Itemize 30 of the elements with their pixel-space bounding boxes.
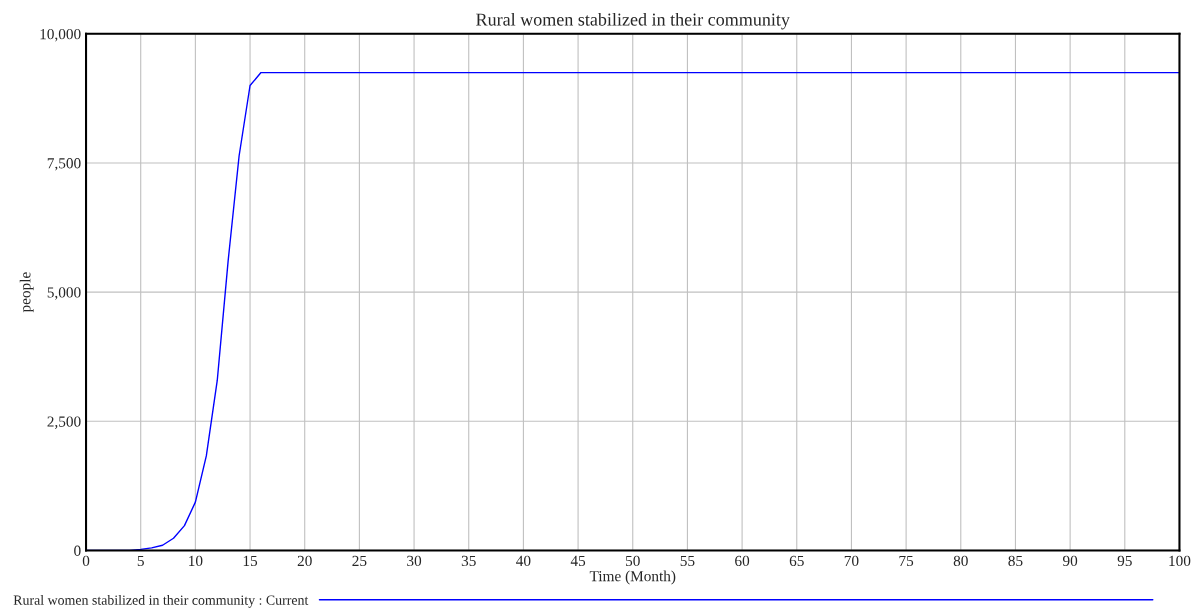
x-tick-label: 20 <box>297 555 312 567</box>
text: Rural women stabilized in their community : Current <box>13 595 309 608</box>
x-tick-label: 5 <box>137 555 144 567</box>
x-tick-label: 35 <box>461 555 476 567</box>
y-tick-label: 5,000 <box>47 287 81 300</box>
x-tick-label: 30 <box>407 555 422 567</box>
x-tick-label: 40 <box>516 555 531 567</box>
x-tick-label: 90 <box>1062 555 1078 567</box>
x-tick-label: 10 <box>189 555 203 567</box>
x-tick-label: 15 <box>243 555 258 567</box>
y-tick-label: 10,000 <box>40 28 81 42</box>
x-tick-label: 45 <box>570 555 586 567</box>
x-tick-label: 55 <box>680 555 695 567</box>
x-tick-label: 50 <box>626 555 640 567</box>
y-axis-title: people <box>19 272 34 313</box>
x-tick-label: 25 <box>352 555 367 567</box>
x-tick-label: 0 <box>82 555 90 567</box>
x-tick-label: 95 <box>1117 555 1132 567</box>
x-tick-label: 70 <box>844 555 859 567</box>
chart-title: Rural women stabilized in their community <box>476 12 790 30</box>
y-tick-label: 0 <box>74 545 81 556</box>
x-axis-title: Time (Month) <box>589 570 676 585</box>
y-tick-label: 7,500 <box>47 158 81 171</box>
x-tick-label: 65 <box>789 555 804 567</box>
x-tick-label: 85 <box>1008 555 1023 567</box>
x-tick-label: 100 <box>1169 555 1191 567</box>
y-tick-label: 2,500 <box>47 416 81 429</box>
x-tick-label: 60 <box>735 555 750 567</box>
x-tick-label: 75 <box>899 555 914 567</box>
x-tick-label: 80 <box>953 555 968 567</box>
